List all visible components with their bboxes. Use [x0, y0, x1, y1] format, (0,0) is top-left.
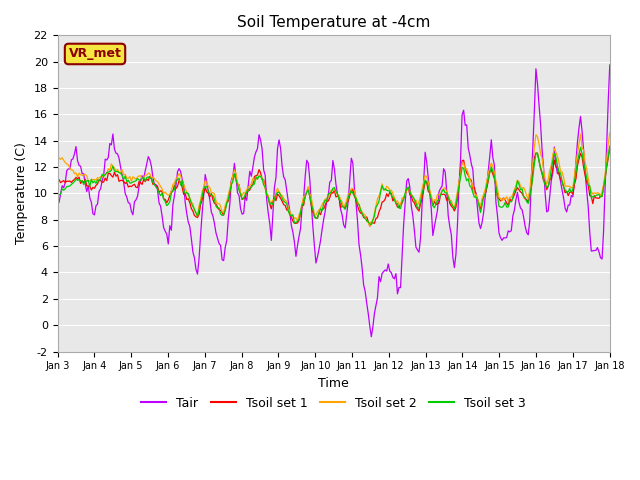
- Line: Tsoil set 1: Tsoil set 1: [58, 147, 610, 226]
- Tair: [367, 334, 375, 339]
- Tsoil set 3: [237, 192, 244, 197]
- Tsoil set 3: [122, 173, 129, 179]
- Tsoil set 2: [577, 131, 584, 137]
- Tsoil set 2: [295, 212, 303, 218]
- Tair: [246, 168, 253, 174]
- Tair: [122, 191, 129, 196]
- Tsoil set 3: [367, 222, 375, 228]
- Tsoil set 2: [246, 182, 253, 188]
- Tsoil set 3: [218, 213, 226, 218]
- Tair: [295, 233, 303, 239]
- Tair: [577, 114, 584, 120]
- Tsoil set 1: [577, 150, 584, 156]
- Legend: Tair, Tsoil set 1, Tsoil set 2, Tsoil set 3: Tair, Tsoil set 1, Tsoil set 2, Tsoil se…: [136, 392, 531, 415]
- Tsoil set 2: [54, 151, 61, 156]
- Tsoil set 1: [54, 179, 61, 185]
- Tsoil set 1: [366, 223, 374, 229]
- Tair: [606, 62, 614, 68]
- Line: Tsoil set 3: Tsoil set 3: [58, 146, 610, 225]
- Tsoil set 2: [237, 190, 244, 196]
- Tair: [237, 206, 244, 212]
- Line: Tair: Tair: [58, 65, 610, 336]
- Tsoil set 1: [246, 187, 253, 193]
- Tsoil set 3: [295, 216, 303, 222]
- Tsoil set 1: [218, 210, 226, 216]
- Tsoil set 2: [606, 130, 614, 136]
- Tsoil set 1: [606, 144, 614, 150]
- Title: Soil Temperature at -4cm: Soil Temperature at -4cm: [237, 15, 430, 30]
- Tsoil set 1: [122, 180, 129, 186]
- Tsoil set 1: [237, 191, 244, 197]
- Tsoil set 3: [54, 194, 61, 200]
- Tsoil set 3: [577, 144, 584, 150]
- Tsoil set 3: [606, 144, 614, 149]
- Tsoil set 3: [246, 185, 253, 191]
- Tair: [54, 202, 61, 207]
- Tsoil set 2: [366, 223, 374, 229]
- Tsoil set 1: [295, 217, 303, 223]
- Text: VR_met: VR_met: [68, 48, 122, 60]
- Tsoil set 2: [122, 171, 129, 177]
- Y-axis label: Temperature (C): Temperature (C): [15, 143, 28, 244]
- Tsoil set 2: [218, 209, 226, 215]
- Tair: [218, 257, 226, 263]
- Line: Tsoil set 2: Tsoil set 2: [58, 133, 610, 226]
- X-axis label: Time: Time: [318, 377, 349, 390]
